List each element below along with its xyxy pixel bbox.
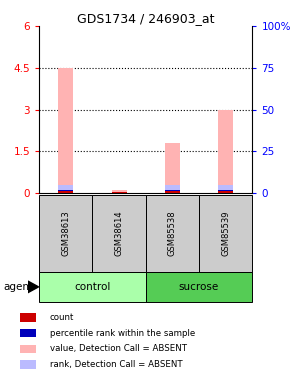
Bar: [218, 185, 233, 193]
Bar: [58, 192, 73, 193]
Bar: [146, 195, 199, 272]
Bar: [20, 345, 36, 353]
Title: GDS1734 / 246903_at: GDS1734 / 246903_at: [77, 12, 215, 25]
Text: GSM38613: GSM38613: [61, 211, 70, 256]
Text: count: count: [50, 313, 74, 322]
Text: sucrose: sucrose: [179, 282, 219, 292]
Bar: [20, 360, 36, 369]
Bar: [218, 190, 233, 192]
Polygon shape: [28, 281, 39, 293]
Text: GSM85539: GSM85539: [221, 211, 230, 256]
Text: agent: agent: [3, 282, 33, 292]
Bar: [20, 313, 36, 322]
Bar: [165, 143, 180, 193]
Bar: [146, 272, 252, 302]
Bar: [165, 190, 180, 192]
Text: value, Detection Call = ABSENT: value, Detection Call = ABSENT: [50, 344, 187, 353]
Bar: [39, 195, 93, 272]
Bar: [39, 272, 146, 302]
Bar: [93, 195, 146, 272]
Text: control: control: [74, 282, 110, 292]
Text: rank, Detection Call = ABSENT: rank, Detection Call = ABSENT: [50, 360, 183, 369]
Bar: [165, 185, 180, 193]
Text: percentile rank within the sample: percentile rank within the sample: [50, 328, 195, 338]
Bar: [165, 192, 180, 193]
Bar: [112, 192, 126, 193]
Bar: [218, 192, 233, 193]
Bar: [58, 185, 73, 193]
Bar: [218, 110, 233, 193]
Bar: [112, 190, 126, 193]
Bar: [20, 329, 36, 338]
Bar: [58, 190, 73, 192]
Text: GSM85538: GSM85538: [168, 211, 177, 256]
Bar: [58, 68, 73, 193]
Text: GSM38614: GSM38614: [115, 211, 124, 256]
Bar: [199, 195, 252, 272]
